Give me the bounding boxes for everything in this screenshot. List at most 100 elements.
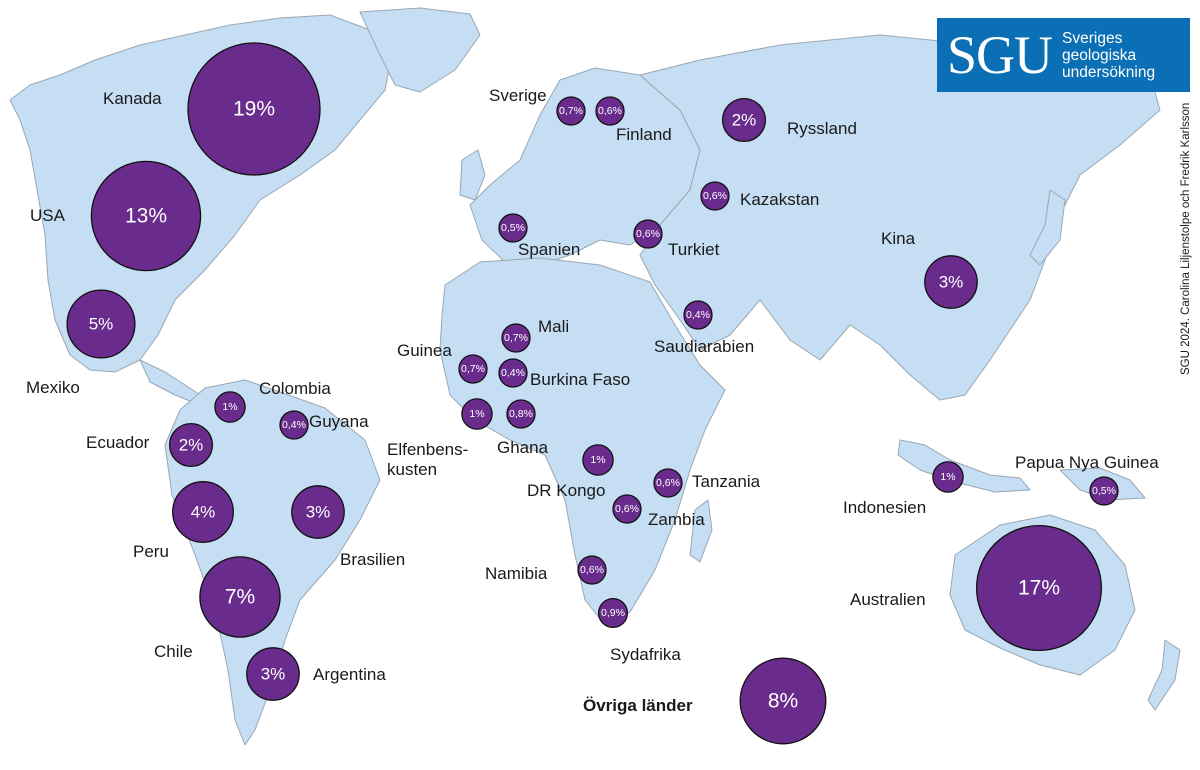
bubble-sverige <box>556 96 586 126</box>
bubble-dr-kongo <box>582 444 614 476</box>
pct-label-guinea: 0,7% <box>461 363 485 375</box>
marker-mali: 0,7% Mali <box>501 317 569 353</box>
pct-label-ryssland: 2% <box>732 111 757 130</box>
marker-kazakstan: 0,6% Kazakstan <box>700 181 819 211</box>
pct-label-mali: 0,7% <box>504 332 528 344</box>
bubble-ecuador <box>168 422 214 468</box>
pct-label-ghana: 0,8% <box>509 408 533 420</box>
bubble-saudiarabien <box>683 300 713 330</box>
marker-finland: 0,6% Finland <box>595 96 672 144</box>
pct-label-zambia: 0,6% <box>615 503 639 515</box>
bubble-ovriga-lander <box>739 657 827 745</box>
country-label-guyana: Guyana <box>309 412 369 431</box>
bubble-usa <box>90 160 202 272</box>
marker-guyana: 0,4% Guyana <box>279 410 369 440</box>
bubble-australien <box>975 524 1103 652</box>
country-label-spanien: Spanien <box>518 240 580 259</box>
marker-dr-kongo: 1% DR Kongo <box>527 444 614 500</box>
pct-label-kina: 3% <box>939 273 964 292</box>
pct-label-usa: 13% <box>125 205 167 228</box>
pct-label-turkiet: 0,6% <box>636 228 660 240</box>
land-indonesia <box>897 439 1031 493</box>
country-label-peru: Peru <box>133 542 169 561</box>
bubble-brasilien <box>291 485 345 539</box>
bubble-argentina <box>246 647 300 701</box>
pct-label-colombia: 1% <box>222 401 237 413</box>
marker-chile: 7% Chile <box>154 556 281 661</box>
sgu-logo: SGU Sveriges geologiska undersökning <box>937 18 1190 92</box>
country-label-kazakstan: Kazakstan <box>740 190 819 209</box>
country-label-elfenbenskusten: Elfenbens-kusten <box>387 440 468 479</box>
marker-sydafrika: 0,9% Sydafrika <box>597 597 681 664</box>
marker-tanzania: 0,6% Tanzania <box>653 468 761 498</box>
bubble-guyana <box>279 410 309 440</box>
country-label-indonesien: Indonesien <box>843 498 926 517</box>
marker-kina: 3% Kina <box>881 229 978 309</box>
bubble-kazakstan <box>700 181 730 211</box>
pct-label-argentina: 3% <box>261 665 286 684</box>
pct-label-sydafrika: 0,9% <box>601 607 625 619</box>
marker-kanada: 19% Kanada <box>103 42 321 176</box>
pct-label-sverige: 0,7% <box>559 105 583 117</box>
pct-label-saudiarabien: 0,4% <box>686 309 710 321</box>
bubble-indonesien <box>932 461 964 493</box>
country-label-zambia: Zambia <box>648 510 705 529</box>
pct-label-brasilien: 3% <box>306 503 331 522</box>
bubble-ryssland <box>721 97 767 143</box>
land-greenland <box>359 7 481 93</box>
marker-spanien: 0,5% Spanien <box>498 213 580 259</box>
pct-label-elfenbenskusten: 1% <box>469 408 484 420</box>
marker-ovriga-lander: 8% Övriga länder <box>583 657 827 745</box>
country-label-ryssland: Ryssland <box>787 119 857 138</box>
land-britain <box>459 149 486 201</box>
country-label-ovriga-lander: Övriga länder <box>583 696 693 715</box>
pct-label-tanzania: 0,6% <box>656 477 680 489</box>
bubble-burkina-faso <box>498 358 528 388</box>
bubble-mali <box>501 323 531 353</box>
pct-label-mexiko: 5% <box>89 315 114 334</box>
country-label-papua-nya-guinea: Papua Nya Guinea <box>1015 453 1159 472</box>
country-label-argentina: Argentina <box>313 665 386 684</box>
marker-papua-nya-guinea: 0,5% Papua Nya Guinea <box>1015 453 1159 506</box>
bubble-tanzania <box>653 468 683 498</box>
marker-brasilien: 3% Brasilien <box>291 485 405 569</box>
bubble-peru <box>172 481 234 543</box>
pct-label-indonesien: 1% <box>940 471 955 483</box>
country-label-sverige: Sverige <box>489 86 547 105</box>
country-label-finland: Finland <box>616 125 672 144</box>
bubble-kanada <box>187 42 321 176</box>
land-madagascar <box>689 499 713 563</box>
marker-sverige: 0,7% Sverige <box>489 86 586 126</box>
bubble-turkiet <box>633 219 663 249</box>
pct-label-kanada: 19% <box>233 98 275 121</box>
bubble-ghana <box>506 399 536 429</box>
logo-line: geologiska <box>1062 46 1137 64</box>
marker-indonesien: 1% Indonesien <box>843 461 964 517</box>
sgu-logo-text: Sveriges geologiska undersökning <box>1062 30 1155 81</box>
country-label-sydafrika: Sydafrika <box>610 645 681 664</box>
country-label-namibia: Namibia <box>485 564 548 583</box>
bubble-mexiko <box>66 289 136 359</box>
marker-usa: 13% USA <box>30 160 202 272</box>
marker-turkiet: 0,6% Turkiet <box>633 219 720 259</box>
country-label-saudiarabien: Saudiarabien <box>654 337 754 356</box>
country-label-ecuador: Ecuador <box>86 433 150 452</box>
bubble-spanien <box>498 213 528 243</box>
logo-line: undersökning <box>1062 63 1156 81</box>
sgu-logo-mark: SGU <box>947 25 1053 85</box>
marker-argentina: 3% Argentina <box>246 647 386 701</box>
country-label-burkina-faso: Burkina Faso <box>530 370 630 389</box>
marker-saudiarabien: 0,4% Saudiarabien <box>654 300 754 356</box>
pct-label-ovriga-lander: 8% <box>768 690 798 713</box>
country-label-ghana: Ghana <box>497 438 549 457</box>
bubble-finland <box>595 96 625 126</box>
bubble-namibia <box>577 555 607 585</box>
bubble-guinea <box>458 354 488 384</box>
bubble-chile <box>199 556 281 638</box>
marker-guinea: 0,7% Guinea <box>397 341 488 384</box>
marker-mexiko: 5% Mexiko <box>26 289 136 397</box>
pct-label-burkina-faso: 0,4% <box>501 367 525 379</box>
marker-burkina-faso: 0,4% Burkina Faso <box>498 358 630 389</box>
marker-ryssland: 2% Ryssland <box>721 97 857 143</box>
